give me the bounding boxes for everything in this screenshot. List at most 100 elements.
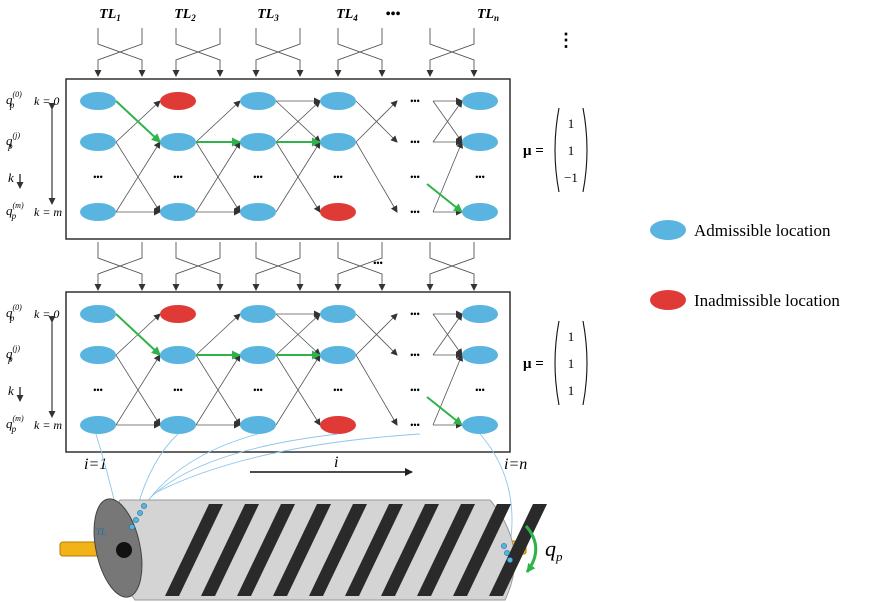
ellipsis: •••	[410, 172, 419, 182]
stripe	[381, 504, 439, 596]
ellipsis: •••	[410, 137, 419, 147]
row-label-q0: q(0) p	[6, 303, 22, 323]
mu-bracket-right	[582, 320, 588, 406]
transition-edge	[355, 100, 398, 143]
top-label-sub: 1	[116, 13, 121, 23]
transition-edge	[432, 354, 463, 426]
legend: Admissible location Inadmissible locatio…	[650, 220, 840, 310]
inadmissible-node	[320, 203, 356, 221]
ellipsis: •••	[410, 350, 419, 360]
admissible-node	[240, 416, 276, 434]
ellipsis: •••	[333, 385, 342, 395]
mu-label: μ =	[523, 143, 544, 159]
transition-edge	[195, 141, 241, 213]
panels: ••• ••• ••• ••• ••• ••• ••• ••• ••• q(0) p q(j) p q(m…	[6, 78, 588, 453]
top-labels: TL1 TL2 TL3 TL4 ••• TLn	[99, 7, 499, 23]
cylinder-stripes	[165, 504, 547, 596]
mu-component: 1	[568, 116, 575, 131]
ellipsis: •••	[93, 172, 102, 182]
top-label-sub: n	[494, 13, 499, 23]
admissible-node	[80, 92, 116, 110]
cross-line	[429, 242, 475, 290]
cross-line	[175, 242, 221, 290]
admissible-node	[462, 346, 498, 364]
transition-edge	[355, 313, 398, 356]
cross-line	[337, 242, 383, 290]
transition-edge	[275, 313, 321, 356]
q-sup: (0)	[13, 303, 23, 312]
mu-component: 1	[568, 143, 575, 158]
cross-line	[255, 28, 301, 76]
stripe	[309, 504, 367, 596]
transition-edge	[275, 141, 321, 213]
top-label-1: TL1	[99, 7, 121, 23]
tl-small-label: TL	[96, 527, 106, 537]
row-label-km: k = m	[34, 418, 62, 432]
admissible-node	[240, 133, 276, 151]
mu-label: μ =	[523, 356, 544, 372]
admissible-node	[320, 92, 356, 110]
cylinder-workpiece: TL qp	[59, 498, 563, 601]
top-label-3: TL3	[257, 7, 279, 23]
rotation-arrow	[524, 525, 538, 573]
mu-component: −1	[564, 170, 578, 185]
ellipsis: •••	[410, 207, 419, 217]
transition-edge	[195, 100, 241, 143]
optimal-path-edge	[426, 183, 463, 213]
legend-admissible-swatch	[650, 220, 686, 240]
admissible-node	[462, 92, 498, 110]
top-label-2: TL2	[174, 7, 196, 23]
vertical-ellipsis: ⋮	[557, 30, 575, 50]
contact-points	[129, 503, 513, 563]
q-sup: (0)	[13, 90, 23, 99]
admissible-node	[240, 346, 276, 364]
ellipsis: •••	[475, 385, 484, 395]
row-label-k0: k = 0	[34, 94, 59, 108]
legend-inadmissible-label: Inadmissible location	[694, 291, 840, 310]
legend-admissible-label: Admissible location	[694, 221, 831, 240]
row-label-qj: q(j) p	[6, 344, 20, 364]
ellipsis: •••	[253, 172, 262, 182]
ellipsis: •••	[173, 385, 182, 395]
admissible-node	[160, 416, 196, 434]
q-sup: (j)	[13, 131, 21, 140]
panel-frame	[65, 291, 511, 453]
inadmissible-node	[320, 416, 356, 434]
axis-i-start: i=1	[84, 456, 107, 473]
top-label-4: TL4	[336, 7, 358, 23]
mu-component: 1	[568, 383, 575, 398]
admissible-node	[462, 416, 498, 434]
row-label-qj: q(j) p	[6, 131, 20, 151]
transition-edge	[432, 100, 463, 143]
admissible-node	[80, 346, 116, 364]
admissible-node	[462, 133, 498, 151]
top-label-5: •••	[386, 7, 401, 22]
axis-i-end: i=n	[504, 456, 527, 473]
mu-bracket-left	[554, 320, 560, 406]
transition-edge	[275, 100, 321, 143]
row-label-k: k	[8, 383, 14, 398]
cross-line	[97, 242, 143, 290]
admissible-node	[80, 305, 116, 323]
ellipsis: •••	[410, 96, 419, 106]
panel-frame	[65, 78, 511, 240]
cross-line	[429, 28, 475, 76]
mu-component: 1	[568, 329, 575, 344]
top-label-sub: 2	[190, 13, 196, 23]
admissible-node	[160, 133, 196, 151]
index-axis: i=1 i=n i	[84, 454, 527, 476]
admissible-node	[160, 346, 196, 364]
stripe	[453, 504, 511, 596]
admissible-node	[240, 203, 276, 221]
inadmissible-node	[160, 305, 196, 323]
transition-edge	[195, 354, 241, 426]
stripe	[273, 504, 331, 596]
transition-edge	[275, 354, 321, 426]
row-label-qm: q(m) p	[6, 414, 24, 434]
q-sub: p	[11, 424, 17, 434]
panel-2: ••• ••• ••• ••• ••• ••• ••• ••• ••• q(0) p q(j) p q(m…	[6, 291, 588, 453]
q-sub: p	[7, 141, 13, 151]
mu-bracket-right	[582, 107, 588, 193]
middle-ellipsis: •••	[373, 258, 382, 268]
